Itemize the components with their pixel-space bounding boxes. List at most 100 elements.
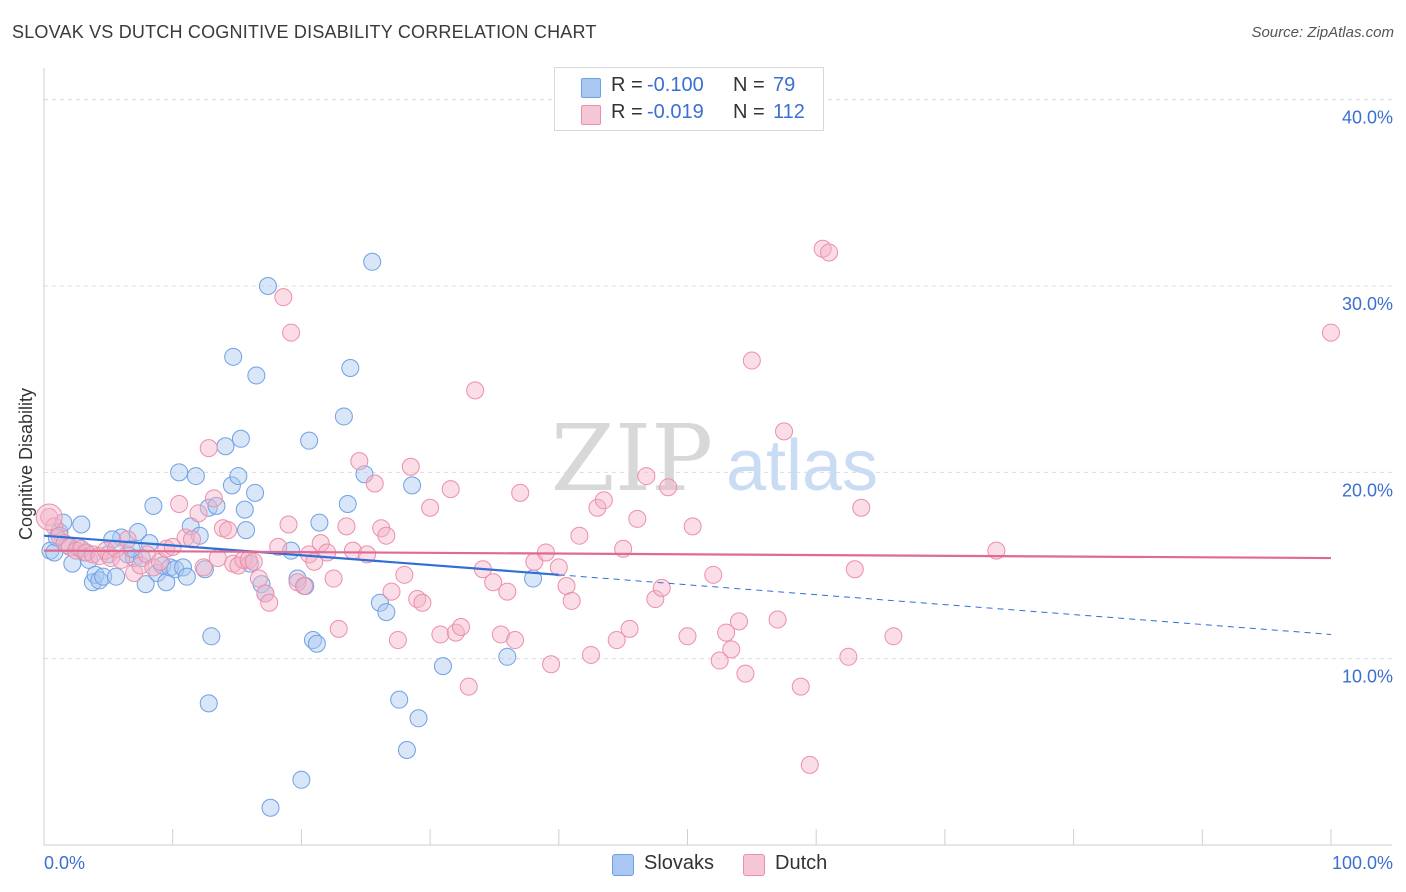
slovaks-point [377,603,396,622]
correlation-legend: R = -0.100 N = 79 R = -0.019 N = 112 [554,67,824,131]
dutch-point [607,631,626,650]
trend-lines [43,534,1332,635]
slovaks-point [409,709,428,728]
watermark-atlas: atlas [726,426,878,506]
dutch-point [413,593,432,612]
dutch-point [742,351,761,370]
slovaks-point [222,476,241,495]
dutch-point [337,517,356,536]
dutch-point [350,452,369,471]
slovaks-point [247,366,266,385]
dutch-point [118,530,137,549]
slovaks-point [370,593,389,612]
dutch-point [491,625,510,644]
slovaks-point [338,495,357,514]
slovaks-point [136,575,155,594]
dutch-point [710,651,729,670]
y-tick-label: 20.0% [1342,480,1393,500]
dutch-point [401,457,420,476]
r-label: R = [611,101,643,123]
dutch-point [377,526,396,545]
slovaks-point [72,515,91,534]
dutch-point [294,577,313,595]
r-value: -0.019 [647,101,704,123]
legend-label: Slovaks [644,852,715,874]
n-value: 112 [773,101,805,123]
dutch-point [219,521,238,540]
dutch-point [845,560,864,579]
n-label: N = [733,101,765,123]
slovaks-point [397,740,416,759]
dutch-point [183,530,202,549]
dutch-point [382,582,401,601]
dutch-point [839,647,858,666]
r-value: -0.100 [647,74,704,96]
dutch-point [35,503,63,531]
dutch-point [244,552,263,571]
dutch-point [194,558,213,577]
slovaks-trend-extension [558,574,1332,635]
chart-title: SLOVAK VS DUTCH COGNITIVE DISABILITY COR… [12,22,597,42]
slovaks-point [307,634,326,653]
dutch-point [562,591,581,610]
slovaks-point [300,431,319,450]
dutch-point [683,517,702,536]
slovaks-trend-line [43,534,559,576]
dutch-point [678,627,697,646]
dutch-point [466,381,485,400]
data-points [35,239,1340,817]
dutch-point [199,439,218,458]
y-axis-label: Cognitive Disability [16,387,36,540]
dutch-point [570,526,589,545]
slovaks-point [229,467,248,486]
slovaks-point [390,690,409,709]
dutch-point [820,243,839,262]
dutch-point [884,627,903,646]
slovaks-point [246,483,265,502]
slovaks-swatch [612,854,634,876]
dutch-point [652,578,671,597]
dutch-point [775,422,794,441]
dutch-point [256,584,275,603]
x-tick-label: 100.0% [1332,853,1393,873]
dutch-point [451,617,470,636]
source-credit: Source: ZipAtlas.com [1251,24,1394,41]
dutch-point [800,755,819,774]
legend-label: Dutch [775,852,828,874]
slovaks-point [157,573,176,592]
dutch-point [204,489,223,508]
slovaks-point [341,358,360,377]
dutch-point [646,590,665,609]
tick-labels: 10.0% 20.0% 30.0% 40.0% 0.0% 100.0% [44,108,1393,873]
slovaks-point [94,567,113,586]
slovaks-point [235,500,254,519]
dutch-point [581,645,600,664]
y-tick-label: 10.0% [1342,667,1393,687]
dutch-point [279,515,298,534]
slovaks-point [292,770,311,789]
dutch-point [324,569,343,588]
dutch-point [421,498,440,517]
slovaks-point [170,463,189,482]
dutch-point [637,467,656,486]
slovaks-swatch [581,78,601,98]
dutch-point [189,504,208,523]
dutch-point [722,640,741,659]
dutch-point [441,480,460,499]
dutch-point [987,541,1006,560]
dutch-swatch [581,105,601,125]
dutch-point [45,517,64,536]
slovaks-point [231,429,250,448]
n-label: N = [733,74,765,96]
slovaks-point [173,558,192,577]
dutch-point [459,677,478,696]
slovaks-point [237,521,256,540]
dutch-point [791,677,810,696]
dutch-point [704,565,723,584]
dutch-point [40,508,59,527]
dutch-point [511,483,530,502]
slovaks-point [186,467,205,486]
dutch-point [365,474,384,493]
watermark-zip: ZIP [551,405,713,512]
n-value: 79 [773,74,796,96]
